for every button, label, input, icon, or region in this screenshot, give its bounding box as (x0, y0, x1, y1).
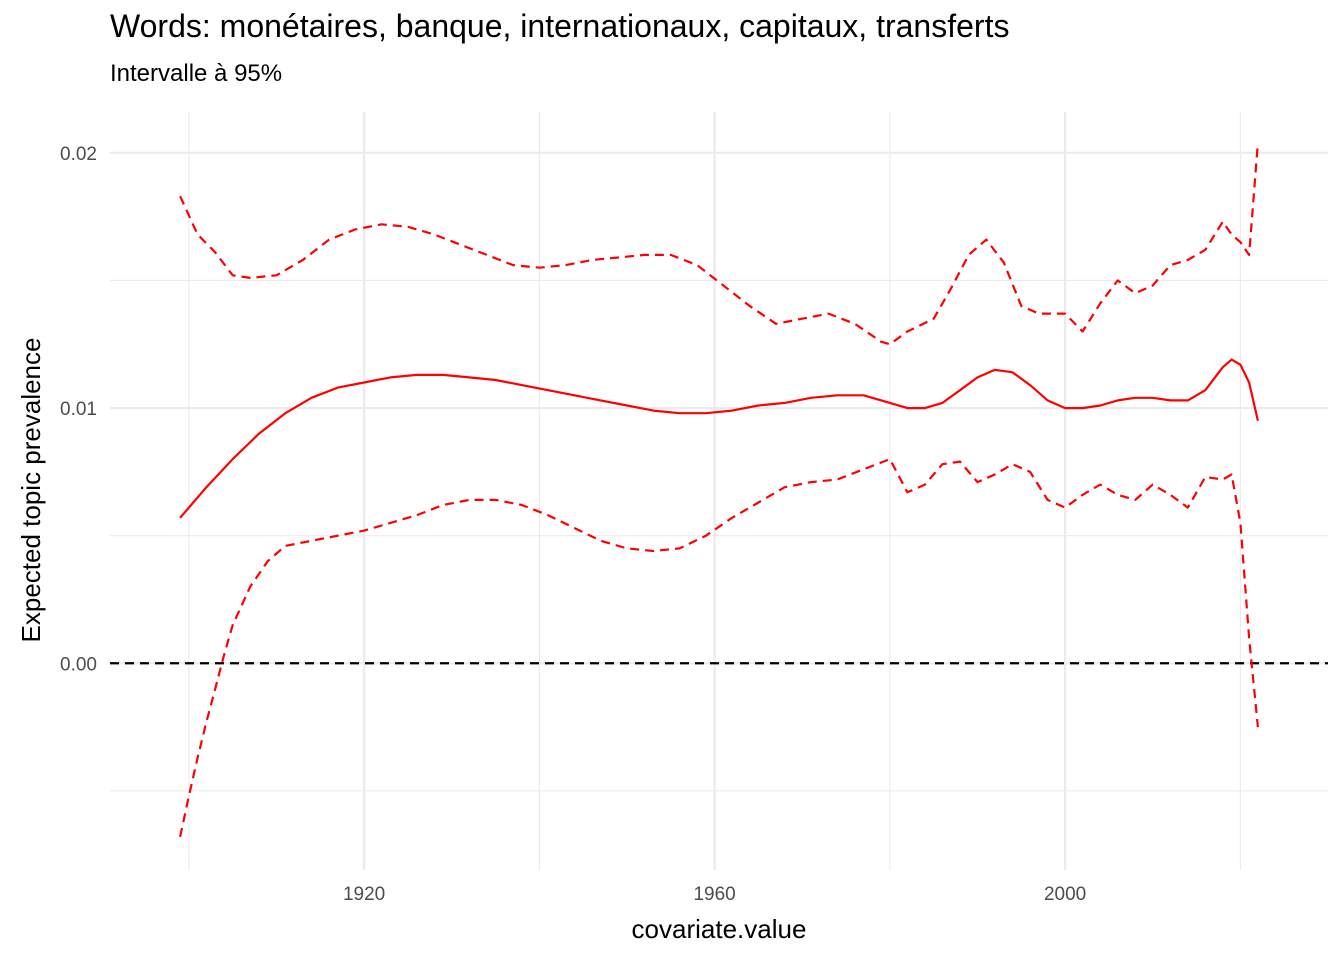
lower-ci-line (179, 458, 1259, 838)
y-tick-label: 0.00 (60, 654, 97, 675)
x-axis-ticks: 1920 1960 2000 (343, 884, 1086, 905)
x-axis-title: covariate.value (632, 914, 807, 944)
y-axis-title: Expected topic prevalence (16, 338, 46, 643)
x-tick-label: 1960 (693, 884, 735, 905)
chart-title: Words: monétaires, banque, internationau… (110, 8, 1010, 44)
y-tick-label: 0.01 (60, 399, 97, 420)
estimate-line (179, 358, 1259, 519)
chart-subtitle: Intervalle à 95% (110, 60, 283, 87)
y-tick-label: 0.02 (60, 144, 97, 165)
grid-lines (110, 112, 1328, 870)
upper-ci-line (179, 142, 1259, 346)
x-tick-label: 1920 (343, 884, 385, 905)
series-layer (179, 142, 1259, 838)
y-axis-ticks: 0.00 0.01 0.02 (60, 144, 97, 675)
x-tick-label: 2000 (1044, 884, 1086, 905)
